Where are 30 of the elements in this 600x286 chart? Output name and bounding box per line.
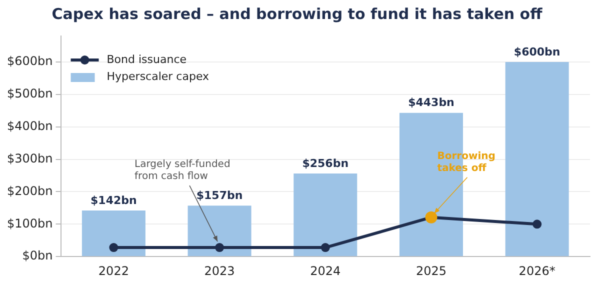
bar [505,62,569,256]
point [109,243,118,252]
y-tick-label: $600bn [6,54,53,68]
x-tick-label: 2022 [98,264,129,278]
y-tick-label: $500bn [6,86,53,101]
chart-title: Capex has soared – and borrowing to fund it has taken off [52,4,544,23]
x-tick-label: 2023 [204,264,235,278]
bar [82,210,146,256]
data-label: $157bn [196,189,243,202]
x-tick-label: 2025 [416,264,446,278]
data-label: $600bn [514,45,560,58]
bar [294,174,358,256]
y-tick-label: $400bn [6,118,53,133]
data-label: $443bn [408,96,454,110]
point [215,243,224,252]
y-tick-label: $300bn [6,151,53,166]
legend-label: Bond issuance [106,52,187,66]
point [532,220,542,229]
y-tick-label: $100bn [6,216,53,230]
data-label: $256bn [302,156,349,170]
annotation: Borrowing takes off [437,150,496,174]
legend-label: Hyperscaler capex [106,70,210,83]
y-tick-label: $200bn [6,184,53,198]
point [320,243,330,252]
x-tick-label: 2024 [310,264,341,278]
annotation: Largely self-funded from cash flow [134,159,230,182]
data-label: $142bn [90,194,137,207]
bar [188,206,252,256]
y-tick-label: $0bn [22,248,53,263]
x-tick-label: 2026* [518,264,556,278]
